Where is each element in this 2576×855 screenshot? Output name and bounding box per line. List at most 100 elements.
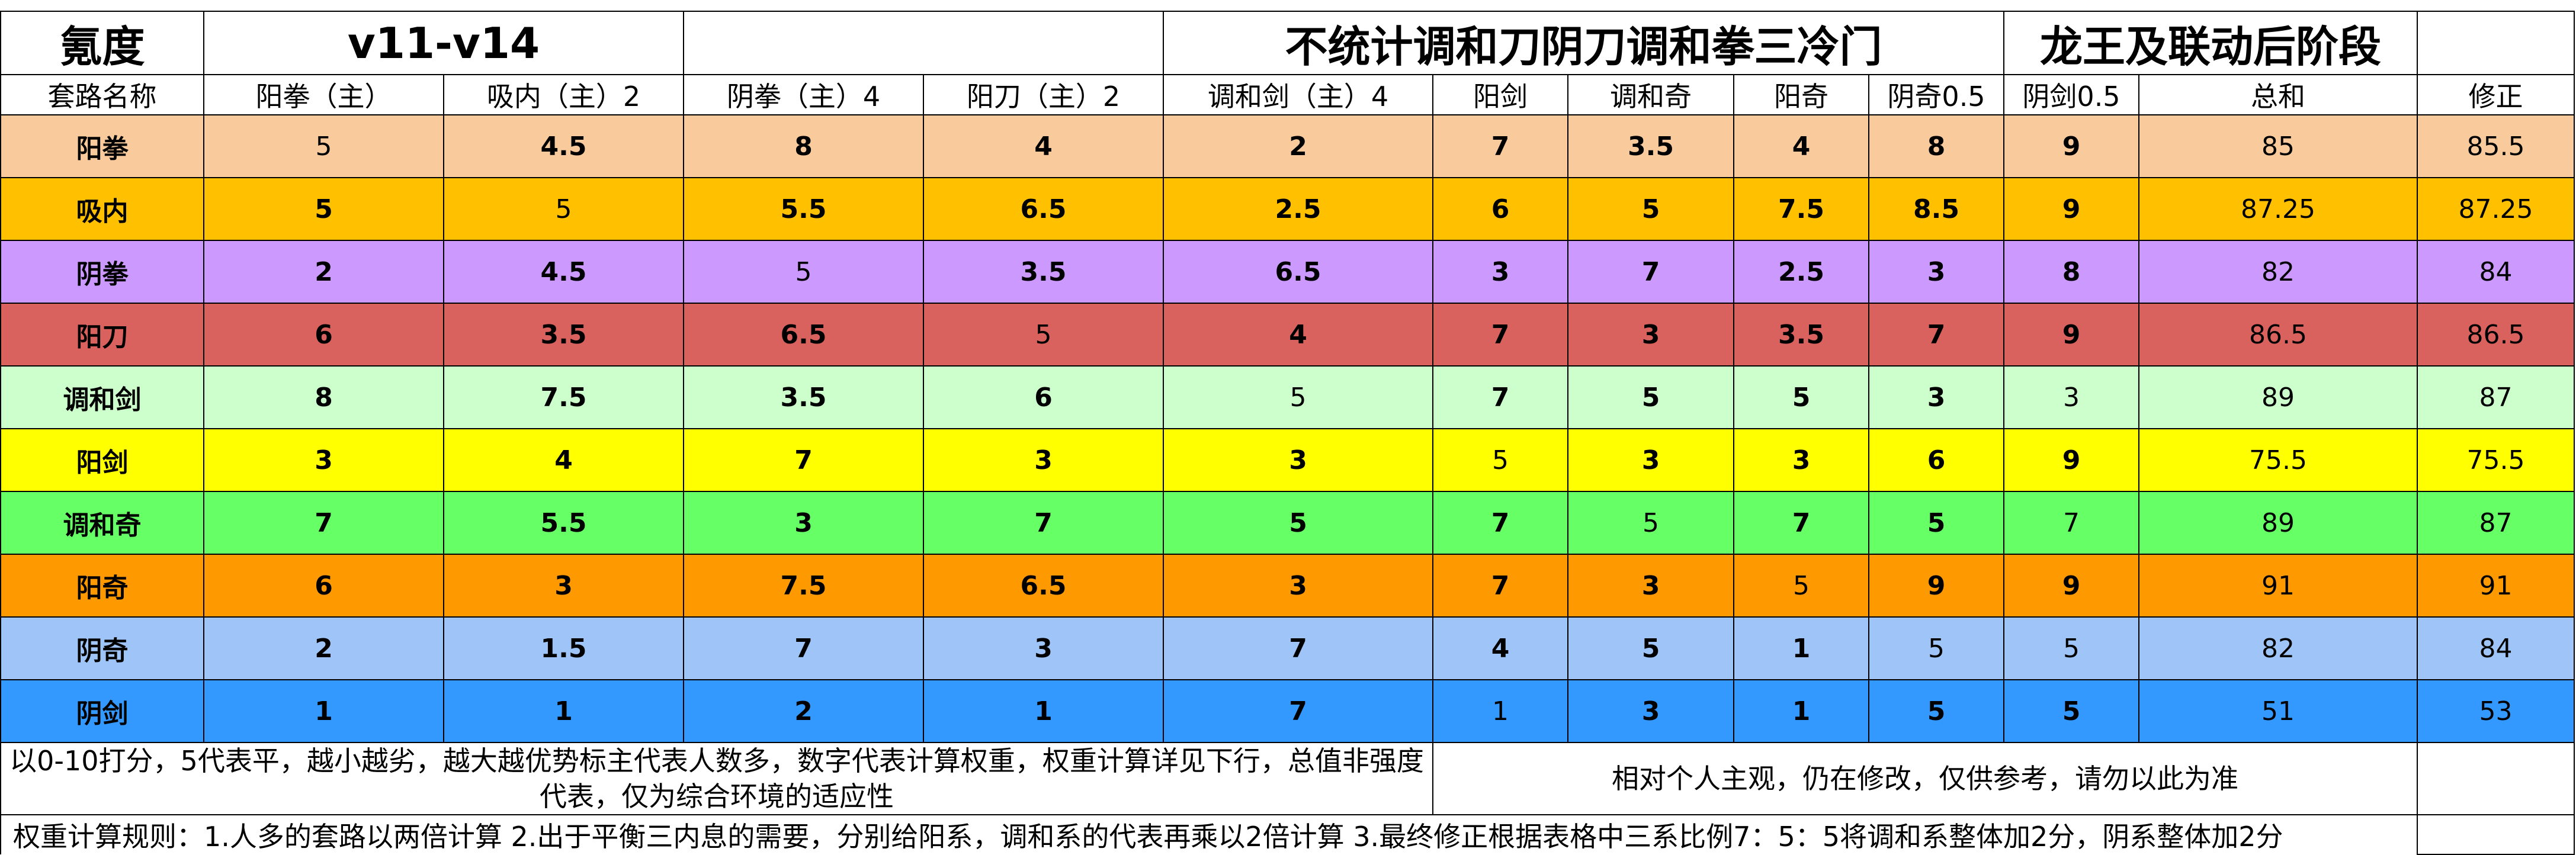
score-cell: 9	[2003, 428, 2139, 492]
score-cell: 4	[1432, 616, 1568, 680]
score-cell: 3	[2003, 365, 2139, 429]
score-cell: 3.5	[923, 240, 1164, 304]
score-cell: 1	[443, 679, 684, 743]
score-cell: 4.5	[443, 114, 684, 178]
score-cell: 5	[203, 114, 444, 178]
score-cell: 3	[923, 428, 1164, 492]
score-cell: 6.5	[683, 303, 924, 367]
score-cell: 7	[1733, 491, 1869, 555]
note-row: 以0-10打分，5代表平，越小越劣，越大越优势标主代表人数多，数字代表计算权重，…	[0, 742, 2575, 815]
score-cell: 3	[443, 554, 684, 618]
blank-title-cell	[683, 11, 1164, 75]
score-cell: 5	[1733, 554, 1869, 618]
table-row: 阳刀 6 3.5 6.5 5 4 7 3 3.5 7 9 86.5 86.5	[0, 303, 2575, 367]
score-cell: 4	[923, 114, 1164, 178]
strategy-name-cell: 阳奇	[0, 554, 204, 618]
score-cell: 3	[1567, 303, 1734, 367]
score-cell: 5.5	[443, 491, 684, 555]
strategy-name-cell: 阳剑	[0, 428, 204, 492]
table-row: 阴奇 2 1.5 7 3 7 4 5 1 5 5 82 84	[0, 616, 2575, 680]
score-cell: 2	[1163, 114, 1433, 178]
column-header: 阴剑0.5	[2003, 74, 2139, 115]
table-row: 调和奇 7 5.5 3 7 5 7 5 7 5 7 89 87	[0, 491, 2575, 555]
corrected-cell: 53	[2417, 679, 2575, 743]
corrected-cell: 84	[2417, 240, 2575, 304]
score-cell: 5	[1432, 428, 1568, 492]
column-header: 套路名称	[0, 74, 204, 115]
score-cell: 7.5	[1733, 177, 1869, 241]
version-title: v11-v14	[203, 11, 684, 75]
column-header: 调和奇	[1567, 74, 1734, 115]
score-cell: 1	[1733, 616, 1869, 680]
score-cell: 8	[683, 114, 924, 178]
score-cell: 5	[2003, 616, 2139, 680]
total-cell: 91	[2138, 554, 2418, 618]
score-cell: 6	[203, 554, 444, 618]
score-cell: 8	[203, 365, 444, 429]
score-cell: 4	[1163, 303, 1433, 367]
score-cell: 5	[1567, 491, 1734, 555]
score-cell: 4	[443, 428, 684, 492]
score-cell: 5	[1567, 177, 1734, 241]
strategy-name-cell: 阳拳	[0, 114, 204, 178]
score-cell: 6.5	[923, 177, 1164, 241]
strategy-name-cell: 调和奇	[0, 491, 204, 555]
score-cell: 1.5	[443, 616, 684, 680]
score-cell: 7	[203, 491, 444, 555]
total-cell: 75.5	[2138, 428, 2418, 492]
column-header: 总和	[2138, 74, 2418, 115]
score-cell: 7	[683, 428, 924, 492]
score-cell: 3	[1868, 365, 2004, 429]
corrected-cell: 84	[2417, 616, 2575, 680]
weight-rule-note: 权重计算规则：1.人多的套路以两倍计算 2.出于平衡三内息的需要，分别给阳系，调…	[0, 814, 2418, 854]
score-cell: 5	[1567, 365, 1734, 429]
column-header: 修正	[2417, 74, 2575, 115]
corrected-cell: 87	[2417, 365, 2575, 429]
score-cell: 5	[1868, 679, 2004, 743]
score-cell: 1	[1432, 679, 1568, 743]
score-cell: 9	[2003, 303, 2139, 367]
score-cell: 5	[203, 177, 444, 241]
score-cell: 7	[683, 616, 924, 680]
score-cell: 9	[2003, 114, 2139, 178]
score-cell: 7	[1868, 303, 2004, 367]
total-cell: 89	[2138, 491, 2418, 555]
corrected-cell: 85.5	[2417, 114, 2575, 178]
blank-title-cell-right	[2417, 11, 2575, 75]
column-header: 阳剑	[1432, 74, 1568, 115]
rule-row: 权重计算规则：1.人多的套路以两倍计算 2.出于平衡三内息的需要，分别给阳系，调…	[0, 814, 2575, 855]
disclaimer-note: 相对个人主观，仍在修改，仅供参考，请勿以此为准	[1432, 742, 2418, 815]
score-cell: 3	[1567, 554, 1734, 618]
corrected-cell: 91	[2417, 554, 2575, 618]
score-cell: 8	[1868, 114, 2004, 178]
score-cell: 7	[1432, 554, 1568, 618]
score-cell: 2	[203, 240, 444, 304]
score-cell: 4	[1733, 114, 1869, 178]
score-cell: 7	[1567, 240, 1734, 304]
blank-rule-cell	[2417, 814, 2575, 855]
score-cell: 5	[2003, 679, 2139, 743]
score-cell: 6	[1868, 428, 2004, 492]
score-cell: 1	[1733, 679, 1869, 743]
corrected-cell: 87	[2417, 491, 2575, 555]
score-cell: 5	[443, 177, 684, 241]
score-cell: 3	[683, 491, 924, 555]
title-row: 氪度 v11-v14 不统计调和刀阴刀调和拳三冷门 龙王及联动后阶段	[0, 11, 2575, 75]
score-cell: 7.5	[443, 365, 684, 429]
score-cell: 5	[923, 303, 1164, 367]
total-cell: 85	[2138, 114, 2418, 178]
total-cell: 51	[2138, 679, 2418, 743]
score-cell: 2.5	[1733, 240, 1869, 304]
strategy-name-cell: 阴拳	[0, 240, 204, 304]
table-row: 调和剑 8 7.5 3.5 6 5 7 5 5 3 3 89 87	[0, 365, 2575, 429]
score-cell: 5	[1163, 365, 1433, 429]
strategy-name-cell: 吸内	[0, 177, 204, 241]
stage-title: 龙王及联动后阶段	[2003, 11, 2418, 75]
column-header: 阴奇0.5	[1868, 74, 2004, 115]
strategy-name-cell: 阴奇	[0, 616, 204, 680]
column-header: 调和剑（主）4	[1163, 74, 1433, 115]
score-cell: 1	[923, 679, 1164, 743]
score-cell: 7	[1432, 491, 1568, 555]
score-cell: 3.5	[443, 303, 684, 367]
score-cell: 4.5	[443, 240, 684, 304]
